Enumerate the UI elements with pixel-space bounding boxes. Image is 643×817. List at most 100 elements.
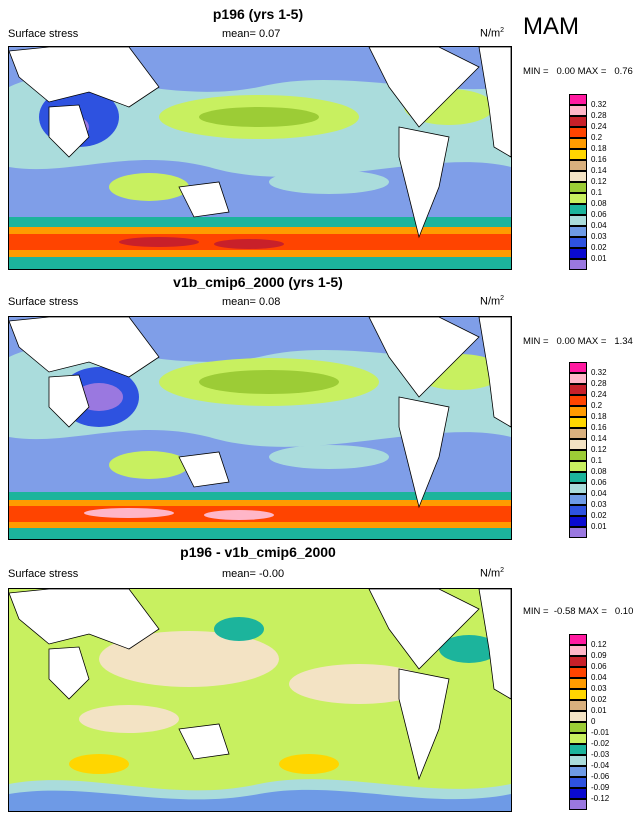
colorbar-label: 0.06 [591,662,607,671]
colorbar-label: 0.04 [591,489,607,498]
colorbar-label: 0.03 [591,684,607,693]
colorbar-label: 0.01 [591,706,607,715]
colorbar-label: 0.01 [591,522,607,531]
colorbar-swatch [569,788,587,799]
colorbar-label: 0.01 [591,254,607,263]
colorbar-label: 0.02 [591,511,607,520]
colorbar-label: -0.09 [591,783,610,792]
colorbar-swatch [569,105,587,116]
colorbar-swatch [569,722,587,733]
colorbar-swatch [569,116,587,127]
colorbar-label: -0.03 [591,750,610,759]
colorbar-label: 0.16 [591,423,607,432]
colorbar-label: 0.28 [591,379,607,388]
panel-3-units: N/m2 [480,567,505,580]
colorbar-swatch [569,127,587,138]
colorbar-label: 0.2 [591,133,603,142]
panel-1-minmax: MIN = 0.00 MAX = 0.76 [523,66,633,77]
colorbar-swatch [569,215,587,226]
colorbar-label: 0.32 [591,100,607,109]
colorbar-swatch [569,700,587,711]
colorbar-label: 0.14 [591,434,607,443]
colorbar-label: 0.12 [591,445,607,454]
colorbar-label: -0.01 [591,728,610,737]
colorbar-label: 0.1 [591,188,603,197]
colorbar-swatch [569,226,587,237]
colorbar-swatch [569,634,587,645]
colorbar-label: 0.06 [591,210,607,219]
colorbar-swatch [569,450,587,461]
colorbar-swatch [569,656,587,667]
colorbar-label: 0.14 [591,166,607,175]
colorbar-label: -0.12 [591,794,610,803]
colorbar-swatch [569,428,587,439]
colorbar-swatch [569,395,587,406]
panel-2-units: N/m2 [480,295,505,308]
panel-1-map [8,46,512,270]
colorbar-swatch [569,505,587,516]
colorbar-swatch [569,711,587,722]
colorbar-swatch [569,171,587,182]
colorbar-label: -0.02 [591,739,610,748]
colorbar-swatch [569,777,587,788]
colorbar-label: 0.06 [591,478,607,487]
colorbar-swatch [569,373,587,384]
panel-1-title: p196 (yrs 1-5) [212,6,304,22]
colorbar-swatch [569,733,587,744]
panel-3-title: p196 - v1b_cmip6_2000 [180,544,336,560]
panel-1-mean: mean= 0.07 [222,28,281,40]
colorbar-swatch [569,678,587,689]
colorbar-swatch [569,362,587,373]
colorbar-label: 0.04 [591,221,607,230]
colorbar-label: 0.2 [591,401,603,410]
colorbar-swatch [569,237,587,248]
panel-3-map [8,588,512,812]
colorbar-label: 0.02 [591,695,607,704]
panel-1-units: N/m2 [480,27,505,40]
colorbar-swatch [569,204,587,215]
colorbar-swatch [569,406,587,417]
colorbar-label: 0.28 [591,111,607,120]
colorbar-swatch [569,667,587,678]
panel-3-field-label: Surface stress [8,568,79,580]
colorbar-label: 0.32 [591,368,607,377]
colorbar-swatch [569,766,587,777]
colorbar-label: 0.16 [591,155,607,164]
colorbar-swatch [569,248,587,259]
colorbar-swatch [569,799,587,810]
colorbar-swatch [569,645,587,656]
colorbar-label: 0.08 [591,199,607,208]
colorbar-swatch [569,516,587,527]
colorbar-swatch [569,483,587,494]
colorbar-swatch [569,689,587,700]
colorbar-label: 0.1 [591,456,603,465]
panel-2-title: v1b_cmip6_2000 (yrs 1-5) [173,274,343,290]
colorbar-swatch [569,439,587,450]
colorbar-label: 0.03 [591,500,607,509]
panel-1-field-label: Surface stress [8,28,79,40]
colorbar-swatch [569,461,587,472]
colorbar-label: 0.24 [591,390,607,399]
panel-3-map-svg [9,589,511,811]
colorbar-label: 0.03 [591,232,607,241]
colorbar-swatch [569,472,587,483]
colorbar-label: 0.18 [591,412,607,421]
colorbar-label: 0.24 [591,122,607,131]
panel-2-minmax: MIN = 0.00 MAX = 1.34 [523,336,633,347]
colorbar-swatch [569,138,587,149]
colorbar-label: -0.06 [591,772,610,781]
colorbar-label: 0.04 [591,673,607,682]
colorbar-label: 0.08 [591,467,607,476]
colorbar-label: 0.18 [591,144,607,153]
colorbar-label: 0.02 [591,243,607,252]
panel-3-minmax: MIN = -0.58 MAX = 0.10 [523,606,634,617]
colorbar-swatch [569,494,587,505]
panel-2-map-svg [9,317,511,539]
colorbar-label: 0 [591,717,596,726]
colorbar-swatch [569,744,587,755]
colorbar-swatch [569,149,587,160]
panel-2-mean: mean= 0.08 [222,296,281,308]
season-label: MAM [523,13,579,40]
colorbar-swatch [569,527,587,538]
panel-3-mean: mean= -0.00 [222,568,285,580]
